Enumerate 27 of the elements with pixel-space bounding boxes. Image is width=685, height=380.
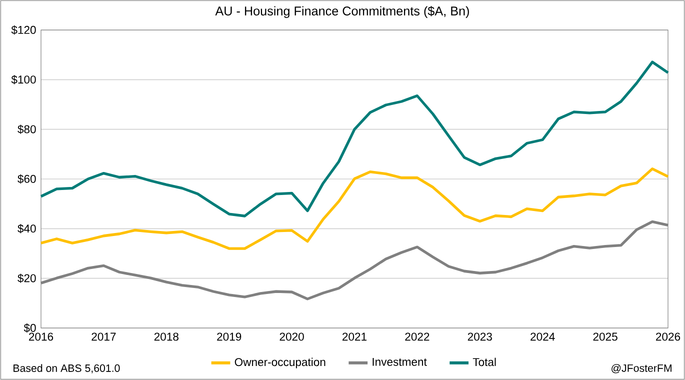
line-series	[40, 220, 670, 300]
text: @JFosterFM	[612, 364, 672, 374]
y-tick-label: $20	[18, 274, 36, 283]
y-tick-label: $80	[18, 124, 36, 134]
x-tick-label: 2021	[342, 332, 367, 341]
legend-label: Investment	[372, 358, 427, 366]
legend-label: Total	[472, 358, 496, 366]
line-series	[40, 60, 670, 218]
y-tick-label: $60	[18, 174, 36, 184]
legend-label: Owner-occupation	[234, 358, 326, 368]
x-tick-label: 2018	[154, 332, 178, 341]
x-tick-label: 2019	[217, 332, 242, 341]
text: Based on ABS 5,601.0	[14, 364, 120, 374]
x-tick-label: 2022	[405, 332, 430, 341]
x-tick-label: 2017	[92, 332, 116, 341]
x-tick-label: 2020	[280, 332, 304, 341]
y-tick-label: $120	[11, 25, 36, 35]
y-tick-label: $100	[11, 75, 36, 84]
y-tick-label: $0	[24, 323, 36, 333]
x-tick-label: 2016	[29, 332, 54, 341]
x-tick-label: 2023	[468, 332, 492, 341]
x-tick-label: 2024	[530, 332, 555, 341]
line-series	[40, 167, 670, 250]
x-tick-label: 2026	[656, 332, 680, 341]
chart-title: AU - Housing Finance Commitments ($A, Bn)	[215, 6, 469, 18]
y-tick-label: $40	[18, 224, 36, 234]
x-tick-label: 2025	[593, 332, 618, 341]
